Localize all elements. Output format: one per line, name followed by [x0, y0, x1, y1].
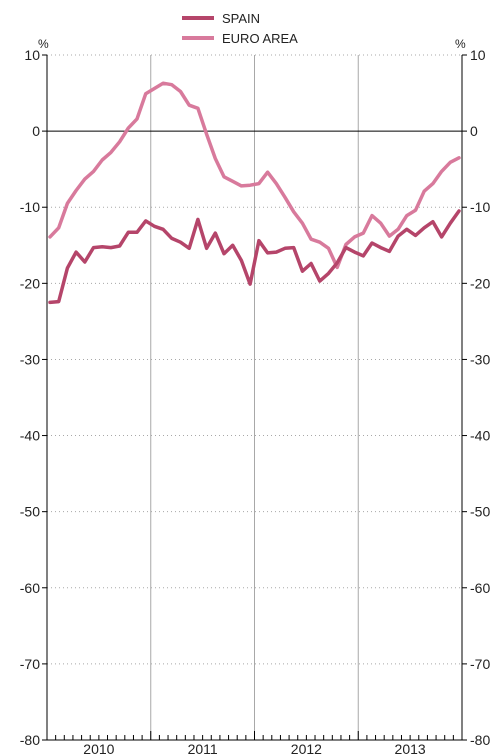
y-tick-label-left-8: -70	[20, 656, 40, 672]
y-tick-label-left-2: -10	[20, 199, 40, 215]
y-tick-label-left-4: -30	[20, 351, 40, 367]
series-line-euro-area	[48, 81, 461, 270]
grid	[47, 54, 462, 740]
x-tick-label-2012: 2012	[291, 741, 322, 756]
y-tick-label-left-3: -20	[20, 275, 40, 291]
x-tick-label-2011: 2011	[188, 741, 218, 756]
y-unit-right: %	[455, 37, 466, 51]
y-tick-label-left-9: -80	[20, 732, 40, 748]
y-tick-label-left-5: -40	[20, 428, 40, 444]
y-tick-label-right-4: -30	[470, 351, 490, 367]
series-line-spain	[48, 209, 461, 305]
legend-label-euro-area: EURO AREA	[222, 31, 298, 46]
x-tick-label-2010: 2010	[83, 741, 114, 756]
axes	[42, 54, 467, 741]
y-tick-label-left-0: 10	[24, 47, 40, 63]
y-tick-label-right-0: 10	[470, 47, 486, 63]
y-tick-label-left-6: -50	[20, 504, 40, 520]
y-tick-label-right-6: -50	[470, 504, 490, 520]
y-tick-label-right-3: -20	[470, 275, 490, 291]
y-tick-label-right-5: -40	[470, 428, 490, 444]
y-tick-label-left-7: -60	[20, 580, 40, 596]
y-tick-label-right-7: -60	[470, 580, 490, 596]
y-unit-left: %	[38, 37, 49, 51]
y-tick-label-right-1: 0	[470, 123, 478, 139]
y-tick-label-right-8: -70	[470, 656, 490, 672]
legend: SPAIN EURO AREA	[182, 11, 298, 46]
series-lines	[48, 81, 461, 305]
x-tick-label-2013: 2013	[395, 741, 426, 756]
y-tick-label-right-2: -10	[470, 199, 490, 215]
tick-labels: 10 10 0 0 -10 -10 -20 -20 -30 -30 -40 -40 -50 -50 -60 -…	[20, 47, 491, 756]
y-tick-label-right-9: -80	[470, 732, 490, 748]
y-tick-label-left-1: 0	[32, 123, 40, 139]
legend-label-spain: SPAIN	[222, 11, 260, 26]
